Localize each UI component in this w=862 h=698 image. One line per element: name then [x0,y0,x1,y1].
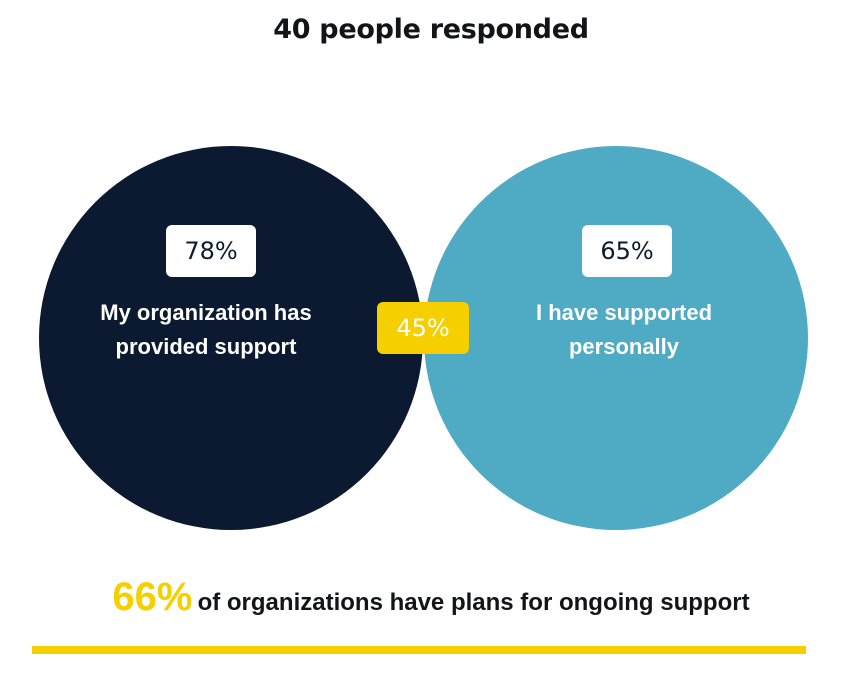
personal-label-line-1: I have supported [535,300,713,325]
footer-text: of organizations have plans for ongoing … [197,589,750,616]
footer-statement: 66% of organizations have plans for ongo… [0,575,862,620]
overlap-percent-badge: 45% [377,302,469,354]
organization-percent-badge: 78% [166,225,256,277]
footer-highlight-percent: 66% [112,575,193,619]
accent-rule [32,646,806,654]
personal-support-label: I have supported personally [490,296,758,364]
personal-label-line-2: personally [568,334,680,359]
organization-label-line-1: My organization has [100,300,312,325]
chart-title: 40 people responded [273,14,589,45]
organization-support-label: My organization has provided support [60,296,352,364]
organization-label-line-2: provided support [115,334,297,359]
personal-percent-badge: 65% [582,225,672,277]
personal-support-circle [424,146,808,530]
organization-support-circle [39,146,423,530]
